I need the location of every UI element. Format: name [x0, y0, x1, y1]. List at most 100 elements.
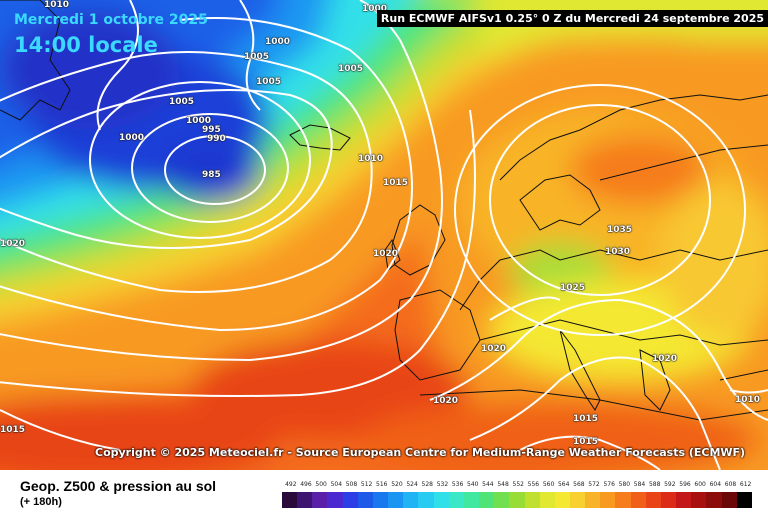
scale-swatch [691, 492, 707, 508]
color-scale-bar [282, 492, 752, 508]
scale-tick-label: 572 [588, 481, 600, 488]
scale-tick-label: 552 [512, 481, 524, 488]
weather-map: 1010 1000 1000 1005 1005 1005 1005 1000 … [0, 0, 768, 470]
isobar-label: 1000 [186, 116, 212, 126]
scale-swatch [312, 492, 328, 508]
scale-swatch [585, 492, 601, 508]
isobar-label: 1020 [652, 354, 678, 364]
scale-tick-label: 536 [451, 481, 464, 488]
scale-tick-label: 496 [300, 481, 312, 488]
scale-swatch [645, 492, 661, 508]
isobar-label: 985 [202, 170, 221, 180]
isobar-label: 1030 [605, 247, 631, 257]
scale-swatch [388, 492, 404, 508]
scale-tick-label: 564 [557, 481, 570, 488]
isobar-label: 1015 [573, 414, 599, 424]
scale-swatch [282, 492, 298, 508]
scale-swatch [524, 492, 540, 508]
scale-tick-label: 544 [482, 481, 494, 488]
scale-tick-label: 596 [679, 481, 691, 488]
scale-tick-label: 532 [436, 481, 449, 488]
scale-swatch [433, 492, 449, 508]
color-scale-labels: 492 496 500 504 508 512 516 520 524 528 532 536 540 5… [282, 481, 752, 491]
scale-tick-label: 560 [542, 481, 555, 488]
scale-tick-label: 604 [709, 481, 722, 488]
scale-swatch [357, 492, 373, 508]
isobar-label: 1010 [735, 395, 761, 405]
isobar-label: 1005 [244, 52, 270, 62]
isobar-label: 990 [207, 134, 226, 144]
scale-tick-label: 524 [406, 481, 418, 488]
isobar-label: 1015 [383, 178, 409, 188]
isobar-label: 1015 [0, 425, 26, 435]
scale-swatch [463, 492, 480, 508]
forecast-time: 14:00 locale [14, 33, 158, 57]
scale-swatch [327, 492, 343, 508]
scale-swatch [342, 492, 358, 508]
isobar-label: 995 [202, 125, 221, 135]
scale-tick-label: 568 [573, 481, 585, 488]
scale-tick-label: 548 [497, 481, 509, 488]
scale-tick-label: 612 [739, 481, 752, 488]
scale-swatch [554, 492, 570, 508]
scale-swatch [736, 492, 752, 508]
scale-swatch [372, 492, 389, 508]
map-canvas [0, 0, 768, 470]
scale-swatch [479, 492, 495, 508]
isobar-label: 1015 [573, 437, 599, 447]
scale-tick-label: 592 [664, 481, 676, 488]
isobar-label: 1005 [338, 64, 364, 74]
scale-swatch [494, 492, 510, 508]
scale-tick-label: 556 [527, 481, 540, 488]
copyright-text: Copyright © 2025 Meteociel.fr - Source E… [95, 446, 746, 459]
scale-swatch [569, 492, 586, 508]
isobar-label: 1000 [265, 37, 291, 47]
scale-tick-label: 516 [376, 481, 388, 488]
isobar-label: 1020 [433, 396, 459, 406]
scale-tick-label: 520 [391, 481, 403, 488]
isobar-label: 1000 [362, 4, 388, 14]
scale-swatch [660, 492, 677, 508]
isobar-label: 1005 [256, 77, 282, 87]
scale-tick-label: 608 [724, 481, 737, 488]
isobar-label: 1010 [44, 0, 70, 10]
scale-swatch [509, 492, 525, 508]
scale-tick-label: 576 [603, 481, 615, 488]
isobar-label: 1020 [373, 249, 399, 259]
scale-swatch [448, 492, 464, 508]
scale-swatch [539, 492, 555, 508]
scale-swatch [706, 492, 722, 508]
scale-swatch [721, 492, 737, 508]
scale-tick-label: 508 [345, 481, 358, 488]
scale-tick-label: 540 [467, 481, 479, 488]
scale-swatch [630, 492, 646, 508]
isobar-label: 1005 [169, 97, 195, 107]
scale-tick-label: 500 [315, 481, 327, 488]
isobar-label: 1035 [607, 225, 633, 235]
scale-swatch [615, 492, 631, 508]
forecast-range: (+ 180h) [20, 496, 62, 508]
isobars [0, 0, 768, 470]
scale-swatch [297, 492, 313, 508]
isobar-label: 1025 [560, 283, 586, 293]
z500-color-field [0, 0, 768, 470]
scale-tick-label: 512 [360, 481, 373, 488]
isobar-label: 1000 [119, 133, 145, 143]
scale-swatch [676, 492, 692, 508]
scale-tick-label: 492 [285, 481, 297, 488]
forecast-date: Mercredi 1 octobre 2025 [14, 12, 208, 28]
scale-tick-label: 584 [633, 481, 646, 488]
coastlines [0, 0, 768, 421]
scale-tick-label: 588 [648, 481, 661, 488]
scale-tick-label: 580 [618, 481, 631, 488]
isobar-label: 1010 [358, 154, 384, 164]
scale-swatch [418, 492, 434, 508]
scale-swatch [600, 492, 616, 508]
map-title: Geop. Z500 & pression au sol [20, 478, 217, 494]
legend-panel: Geop. Z500 & pression au sol (+ 180h) 49… [0, 470, 768, 512]
isobar-label: 1020 [0, 239, 26, 249]
isobar-label: 1020 [481, 344, 507, 354]
run-info-box: Run ECMWF AIFSv1 0.25° 0 Z du Mercredi 2… [376, 10, 768, 27]
scale-tick-label: 528 [421, 481, 433, 488]
scale-tick-label: 600 [694, 481, 706, 488]
